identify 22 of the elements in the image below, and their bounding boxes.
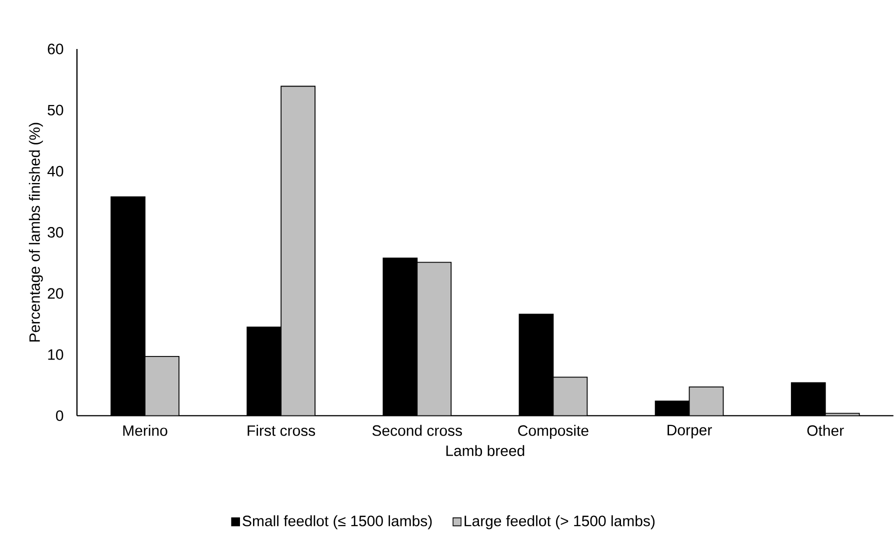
y-tick-label: 10 [48, 349, 64, 360]
y-tick-label: 0 [56, 410, 64, 422]
x-tick-label: First cross [248, 425, 316, 436]
bar [280, 86, 316, 416]
y-tick-label: 60 [48, 44, 64, 54]
x-tick-label: Dorper [668, 425, 712, 439]
x-tick-label: Other [807, 425, 844, 436]
y-tick-label: 30 [48, 227, 64, 238]
x-axis-title: Lamb breed [446, 445, 524, 456]
bar [416, 262, 452, 416]
x-tick-label: Second cross [372, 425, 462, 436]
y-tick-label: 20 [48, 288, 64, 299]
y-tick-label: 50 [48, 104, 64, 116]
x-tick-label: Composite [518, 425, 588, 440]
legend-label: Small feedlot (≤ 1500 lambs) [242, 515, 432, 530]
legend-label: Large feedlot (> 1500 lambs) [464, 515, 655, 530]
y-tick-label: 40 [47, 166, 64, 177]
x-tick-label: Merino [123, 425, 168, 436]
bar [552, 376, 588, 416]
bar [688, 386, 724, 416]
y-axis-title: Percentage of lambs finished (%) [28, 123, 43, 342]
bar [144, 356, 180, 416]
